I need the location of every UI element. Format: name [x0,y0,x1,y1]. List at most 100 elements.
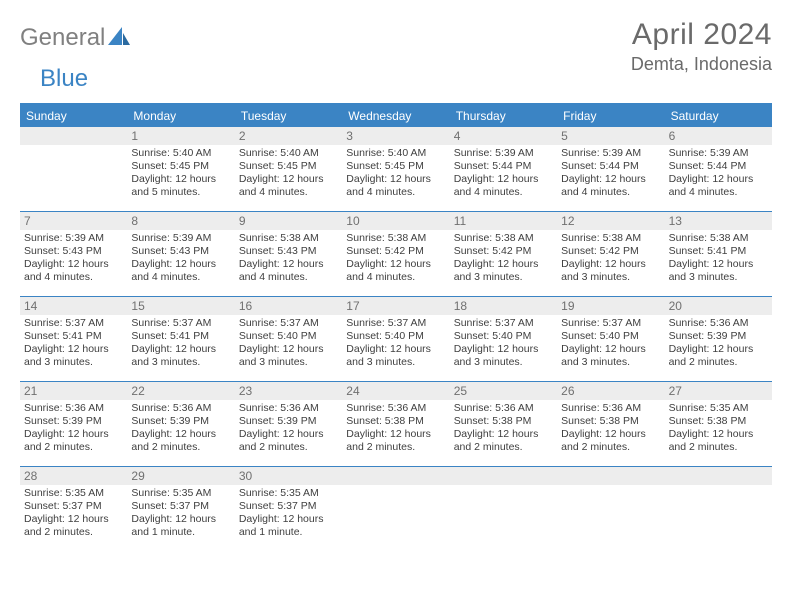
day-body: Sunrise: 5:36 AMSunset: 5:39 PMDaylight:… [235,400,342,459]
day-number [342,467,449,485]
day-number: 18 [450,297,557,315]
day-body: Sunrise: 5:35 AMSunset: 5:37 PMDaylight:… [127,485,234,544]
sunrise-text: Sunrise: 5:38 AM [239,232,338,245]
day-cell: 28Sunrise: 5:35 AMSunset: 5:37 PMDayligh… [20,467,127,551]
daylight-text: Daylight: 12 hours and 3 minutes. [454,258,553,284]
day-cell: 12Sunrise: 5:38 AMSunset: 5:42 PMDayligh… [557,212,664,296]
day-number: 7 [20,212,127,230]
day-body: Sunrise: 5:37 AMSunset: 5:40 PMDaylight:… [342,315,449,374]
daylight-text: Daylight: 12 hours and 3 minutes. [24,343,123,369]
sunset-text: Sunset: 5:45 PM [239,160,338,173]
daylight-text: Daylight: 12 hours and 5 minutes. [131,173,230,199]
daylight-text: Daylight: 12 hours and 4 minutes. [669,173,768,199]
weekday-header: Sunday Monday Tuesday Wednesday Thursday… [20,105,772,127]
day-body: Sunrise: 5:37 AMSunset: 5:40 PMDaylight:… [557,315,664,374]
day-cell: 22Sunrise: 5:36 AMSunset: 5:39 PMDayligh… [127,382,234,466]
weekday-thursday: Thursday [450,105,557,127]
daylight-text: Daylight: 12 hours and 3 minutes. [346,343,445,369]
sunrise-text: Sunrise: 5:35 AM [669,402,768,415]
sunset-text: Sunset: 5:44 PM [669,160,768,173]
sunset-text: Sunset: 5:40 PM [346,330,445,343]
location: Demta, Indonesia [631,54,772,75]
day-number: 30 [235,467,342,485]
weeks-container: 1Sunrise: 5:40 AMSunset: 5:45 PMDaylight… [20,127,772,551]
day-cell: 24Sunrise: 5:36 AMSunset: 5:38 PMDayligh… [342,382,449,466]
daylight-text: Daylight: 12 hours and 3 minutes. [561,343,660,369]
sunrise-text: Sunrise: 5:40 AM [239,147,338,160]
day-number: 20 [665,297,772,315]
sunset-text: Sunset: 5:40 PM [454,330,553,343]
sunset-text: Sunset: 5:42 PM [454,245,553,258]
sunrise-text: Sunrise: 5:39 AM [24,232,123,245]
day-number: 15 [127,297,234,315]
day-body: Sunrise: 5:36 AMSunset: 5:38 PMDaylight:… [450,400,557,459]
weekday-monday: Monday [127,105,234,127]
sunrise-text: Sunrise: 5:35 AM [239,487,338,500]
day-cell: 21Sunrise: 5:36 AMSunset: 5:39 PMDayligh… [20,382,127,466]
daylight-text: Daylight: 12 hours and 4 minutes. [239,173,338,199]
day-body: Sunrise: 5:36 AMSunset: 5:38 PMDaylight:… [557,400,664,459]
day-cell [20,127,127,211]
day-body: Sunrise: 5:38 AMSunset: 5:42 PMDaylight:… [450,230,557,289]
week-row: 14Sunrise: 5:37 AMSunset: 5:41 PMDayligh… [20,297,772,382]
sunset-text: Sunset: 5:45 PM [346,160,445,173]
day-cell: 16Sunrise: 5:37 AMSunset: 5:40 PMDayligh… [235,297,342,381]
sunrise-text: Sunrise: 5:39 AM [669,147,768,160]
brand-text-1: General [20,24,105,52]
sunset-text: Sunset: 5:44 PM [454,160,553,173]
day-cell: 15Sunrise: 5:37 AMSunset: 5:41 PMDayligh… [127,297,234,381]
daylight-text: Daylight: 12 hours and 2 minutes. [239,428,338,454]
sunset-text: Sunset: 5:39 PM [131,415,230,428]
weekday-tuesday: Tuesday [235,105,342,127]
daylight-text: Daylight: 12 hours and 4 minutes. [346,258,445,284]
sunset-text: Sunset: 5:37 PM [24,500,123,513]
brand-text-2: Blue [20,65,88,93]
week-row: 21Sunrise: 5:36 AMSunset: 5:39 PMDayligh… [20,382,772,467]
calendar: Sunday Monday Tuesday Wednesday Thursday… [20,103,772,551]
day-number: 10 [342,212,449,230]
day-cell: 9Sunrise: 5:38 AMSunset: 5:43 PMDaylight… [235,212,342,296]
day-body: Sunrise: 5:37 AMSunset: 5:41 PMDaylight:… [20,315,127,374]
sunrise-text: Sunrise: 5:39 AM [454,147,553,160]
daylight-text: Daylight: 12 hours and 2 minutes. [131,428,230,454]
day-body: Sunrise: 5:40 AMSunset: 5:45 PMDaylight:… [127,145,234,204]
daylight-text: Daylight: 12 hours and 3 minutes. [454,343,553,369]
brand-sail-icon [108,24,130,52]
day-cell: 20Sunrise: 5:36 AMSunset: 5:39 PMDayligh… [665,297,772,381]
day-number: 4 [450,127,557,145]
day-body: Sunrise: 5:36 AMSunset: 5:38 PMDaylight:… [342,400,449,459]
sunset-text: Sunset: 5:43 PM [24,245,123,258]
day-cell: 10Sunrise: 5:38 AMSunset: 5:42 PMDayligh… [342,212,449,296]
day-cell: 23Sunrise: 5:36 AMSunset: 5:39 PMDayligh… [235,382,342,466]
sunrise-text: Sunrise: 5:36 AM [454,402,553,415]
day-number: 17 [342,297,449,315]
day-body: Sunrise: 5:39 AMSunset: 5:44 PMDaylight:… [557,145,664,204]
sunrise-text: Sunrise: 5:37 AM [454,317,553,330]
sunset-text: Sunset: 5:42 PM [561,245,660,258]
day-cell: 29Sunrise: 5:35 AMSunset: 5:37 PMDayligh… [127,467,234,551]
day-body: Sunrise: 5:37 AMSunset: 5:40 PMDaylight:… [450,315,557,374]
day-number: 23 [235,382,342,400]
day-cell: 19Sunrise: 5:37 AMSunset: 5:40 PMDayligh… [557,297,664,381]
sunset-text: Sunset: 5:42 PM [346,245,445,258]
week-row: 7 Sunrise: 5:39 AMSunset: 5:43 PM Daylight… [20,212,772,297]
daylight-text: Daylight: 12 hours and 4 minutes. [131,258,230,284]
week-row: 1Sunrise: 5:40 AMSunset: 5:45 PMDaylight… [20,127,772,212]
month-year: April 2024 [631,18,772,52]
day-cell: 5Sunrise: 5:39 AMSunset: 5:44 PMDaylight… [557,127,664,211]
daylight-text: Daylight: 12 hours and 2 minutes. [669,428,768,454]
sunrise-text: Sunrise: 5:40 AM [346,147,445,160]
sunrise-text: Sunrise: 5:37 AM [24,317,123,330]
day-cell: 25Sunrise: 5:36 AMSunset: 5:38 PMDayligh… [450,382,557,466]
day-cell: 18Sunrise: 5:37 AMSunset: 5:40 PMDayligh… [450,297,557,381]
day-cell: 30Sunrise: 5:35 AMSunset: 5:37 PMDayligh… [235,467,342,551]
day-body: Sunrise: 5:36 AMSunset: 5:39 PMDaylight:… [665,315,772,374]
day-cell [557,467,664,551]
sunrise-text: Sunrise: 5:40 AM [131,147,230,160]
day-body: Sunrise: 5:35 AMSunset: 5:37 PMDaylight:… [235,485,342,544]
day-body: Sunrise: 5:36 AMSunset: 5:39 PMDaylight:… [20,400,127,459]
daylight-text: Daylight: 12 hours and 2 minutes. [24,513,123,539]
sunset-text: Sunset: 5:39 PM [24,415,123,428]
day-body: Sunrise: 5:35 AMSunset: 5:38 PMDaylight:… [665,400,772,459]
sunrise-text: Sunrise: 5:37 AM [561,317,660,330]
